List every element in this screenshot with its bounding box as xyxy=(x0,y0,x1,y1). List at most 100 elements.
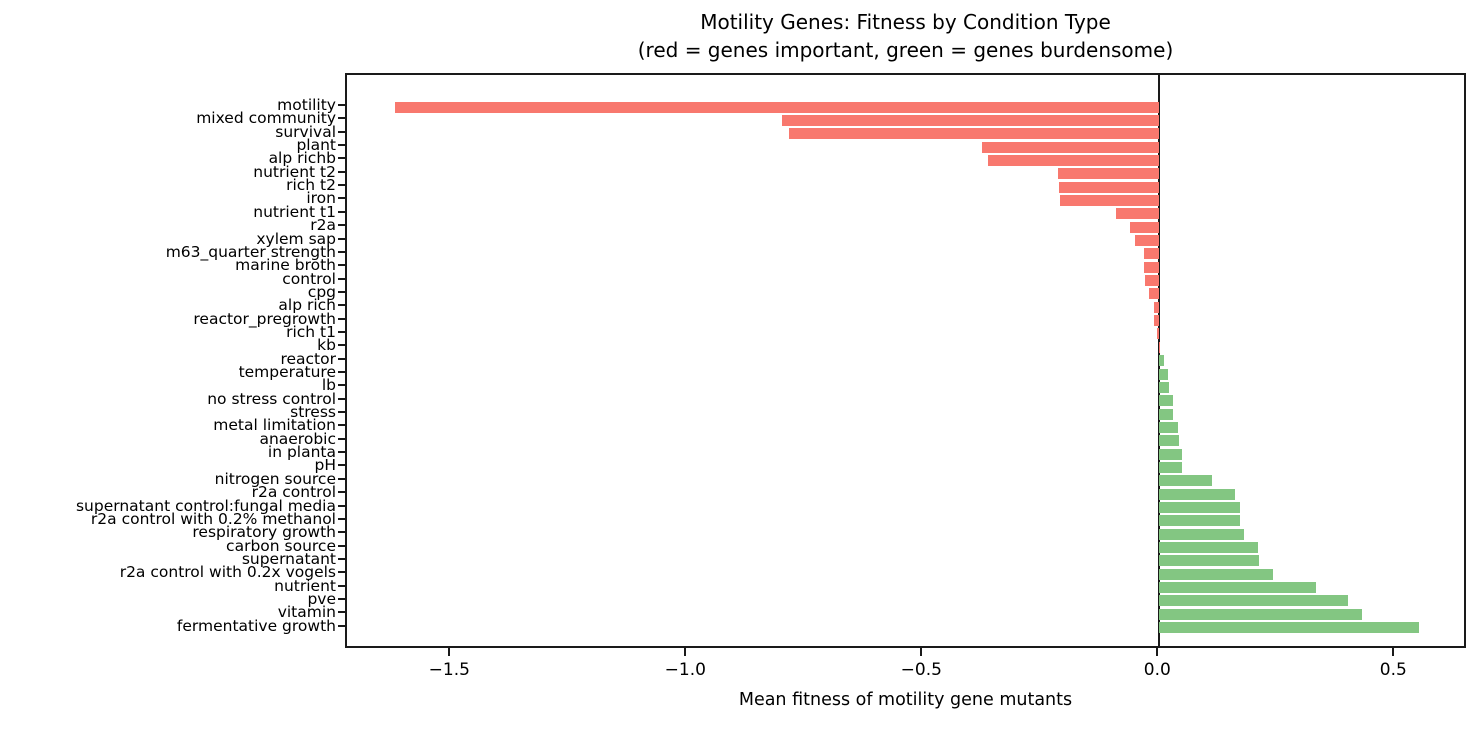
y-tick-label: nutrient t2 xyxy=(253,162,336,181)
y-tick-label: alp richb xyxy=(268,149,336,168)
y-tick-label: supernatant control:fungal media xyxy=(75,496,336,515)
x-tick-label: 0.5 xyxy=(1379,660,1407,680)
x-axis-label: Mean fitness of motility gene mutants xyxy=(738,690,1073,710)
y-tick-label: rich t1 xyxy=(286,322,336,341)
y-tick-label: lb xyxy=(321,376,336,395)
bar-r2a-control xyxy=(1159,488,1235,500)
y-tick-label: respiratory growth xyxy=(192,523,336,542)
y-tick-mark xyxy=(338,144,345,147)
bar-reactor xyxy=(1159,355,1164,367)
y-tick-mark xyxy=(338,517,345,520)
y-tick-label: supernatant xyxy=(241,549,336,568)
y-tick-label: stress xyxy=(290,403,336,422)
y-tick-mark xyxy=(338,597,345,600)
bar-control xyxy=(1144,275,1160,287)
y-tick-mark xyxy=(338,397,345,400)
y-tick-label: plant xyxy=(296,136,336,155)
y-tick-label: cpg xyxy=(307,282,336,301)
bar-stress xyxy=(1159,408,1174,420)
y-tick-mark xyxy=(338,184,345,187)
y-tick-label: iron xyxy=(306,189,336,208)
bar-nitrogen-source xyxy=(1159,475,1212,487)
y-tick-label: r2a control with 0.2% methanol xyxy=(90,509,336,528)
bar-supernatant-control-fungal-media xyxy=(1159,502,1240,513)
bar-vitamin xyxy=(1159,608,1363,620)
bar-lb xyxy=(1159,381,1169,393)
y-tick-mark xyxy=(338,210,345,213)
y-tick-mark xyxy=(338,130,345,133)
bar-metal-limitation xyxy=(1159,421,1179,433)
y-tick-mark xyxy=(338,384,345,387)
bar-xylem-sap xyxy=(1135,235,1160,246)
x-tick-label: −0.5 xyxy=(900,660,942,680)
y-tick-label: vitamin xyxy=(277,603,336,622)
y-tick-mark xyxy=(338,277,345,280)
y-tick-mark xyxy=(338,330,345,333)
y-tick-label: fermentative growth xyxy=(176,616,336,635)
bar-r2a-control-with-0-2x-vogels xyxy=(1159,568,1273,580)
y-tick-mark xyxy=(338,317,345,320)
y-tick-mark xyxy=(338,571,345,574)
bar-marine-broth xyxy=(1144,261,1160,273)
y-tick-mark xyxy=(338,197,345,200)
y-tick-mark xyxy=(338,611,345,614)
y-tick-label: r2a xyxy=(310,216,336,235)
y-tick-mark xyxy=(338,250,345,253)
bar-alp-rich xyxy=(1153,301,1160,313)
y-tick-mark xyxy=(338,344,345,347)
y-tick-label: anaerobic xyxy=(259,429,336,448)
y-tick-mark xyxy=(338,304,345,307)
y-tick-label: rich t2 xyxy=(286,176,336,195)
bar-r2a xyxy=(1130,221,1160,233)
y-tick-mark xyxy=(338,557,345,560)
y-tick-label: alp rich xyxy=(278,296,336,315)
chart-title-line1: Motility Genes: Fitness by Condition Typ… xyxy=(700,10,1111,34)
y-tick-mark xyxy=(338,451,345,454)
bar-iron xyxy=(1059,194,1160,206)
bar-ph xyxy=(1159,461,1183,473)
x-tick-mark xyxy=(448,648,451,656)
y-tick-mark xyxy=(338,170,345,173)
y-tick-label: nutrient t1 xyxy=(253,202,336,221)
y-tick-mark xyxy=(338,104,345,106)
bar-anaerobic xyxy=(1159,435,1179,447)
bar-alp-richb xyxy=(988,154,1160,166)
bar-reactor-pregrowth xyxy=(1154,315,1160,327)
y-tick-mark xyxy=(338,424,345,427)
y-tick-mark xyxy=(338,411,345,414)
chart-title: Motility Genes: Fitness by Condition Typ… xyxy=(345,8,1466,64)
x-tick-mark xyxy=(1392,648,1395,656)
x-tick-label: −1.0 xyxy=(664,660,706,680)
y-tick-mark xyxy=(338,371,345,373)
y-tick-mark xyxy=(338,504,345,507)
y-tick-label: pH xyxy=(314,456,337,475)
y-tick-label: nitrogen source xyxy=(214,469,336,488)
y-tick-mark xyxy=(338,437,345,440)
y-tick-mark xyxy=(338,544,345,547)
x-tick-mark xyxy=(684,648,687,656)
y-tick-label: pve xyxy=(307,589,336,608)
y-tick-label: control xyxy=(282,269,336,288)
bar-nutrient-t1 xyxy=(1115,208,1160,220)
bar-no-stress-control xyxy=(1159,395,1173,407)
y-tick-mark xyxy=(338,477,345,480)
y-tick-label: reactor_pregrowth xyxy=(193,309,336,328)
y-tick-label: motility xyxy=(277,96,336,114)
x-tick-mark xyxy=(920,648,923,656)
y-tick-label: no stress control xyxy=(207,389,336,408)
bar-pve xyxy=(1159,595,1349,607)
y-tick-label: survival xyxy=(275,122,336,141)
y-tick-label: marine broth xyxy=(235,256,336,275)
bar-temperature xyxy=(1159,368,1169,380)
y-tick-label: mixed community xyxy=(196,109,336,128)
bar-supernatant xyxy=(1159,555,1259,567)
y-tick-label: kb xyxy=(317,336,336,355)
y-tick-label: reactor xyxy=(280,349,336,368)
bar-mixed-community xyxy=(781,114,1160,126)
bar-cpg xyxy=(1148,288,1160,300)
bar-r2a-control-with-0-2-methanol xyxy=(1159,515,1241,527)
y-tick-mark xyxy=(338,464,345,467)
chart-title-line2: (red = genes important, green = genes bu… xyxy=(637,38,1174,62)
bar-survival xyxy=(788,128,1160,140)
